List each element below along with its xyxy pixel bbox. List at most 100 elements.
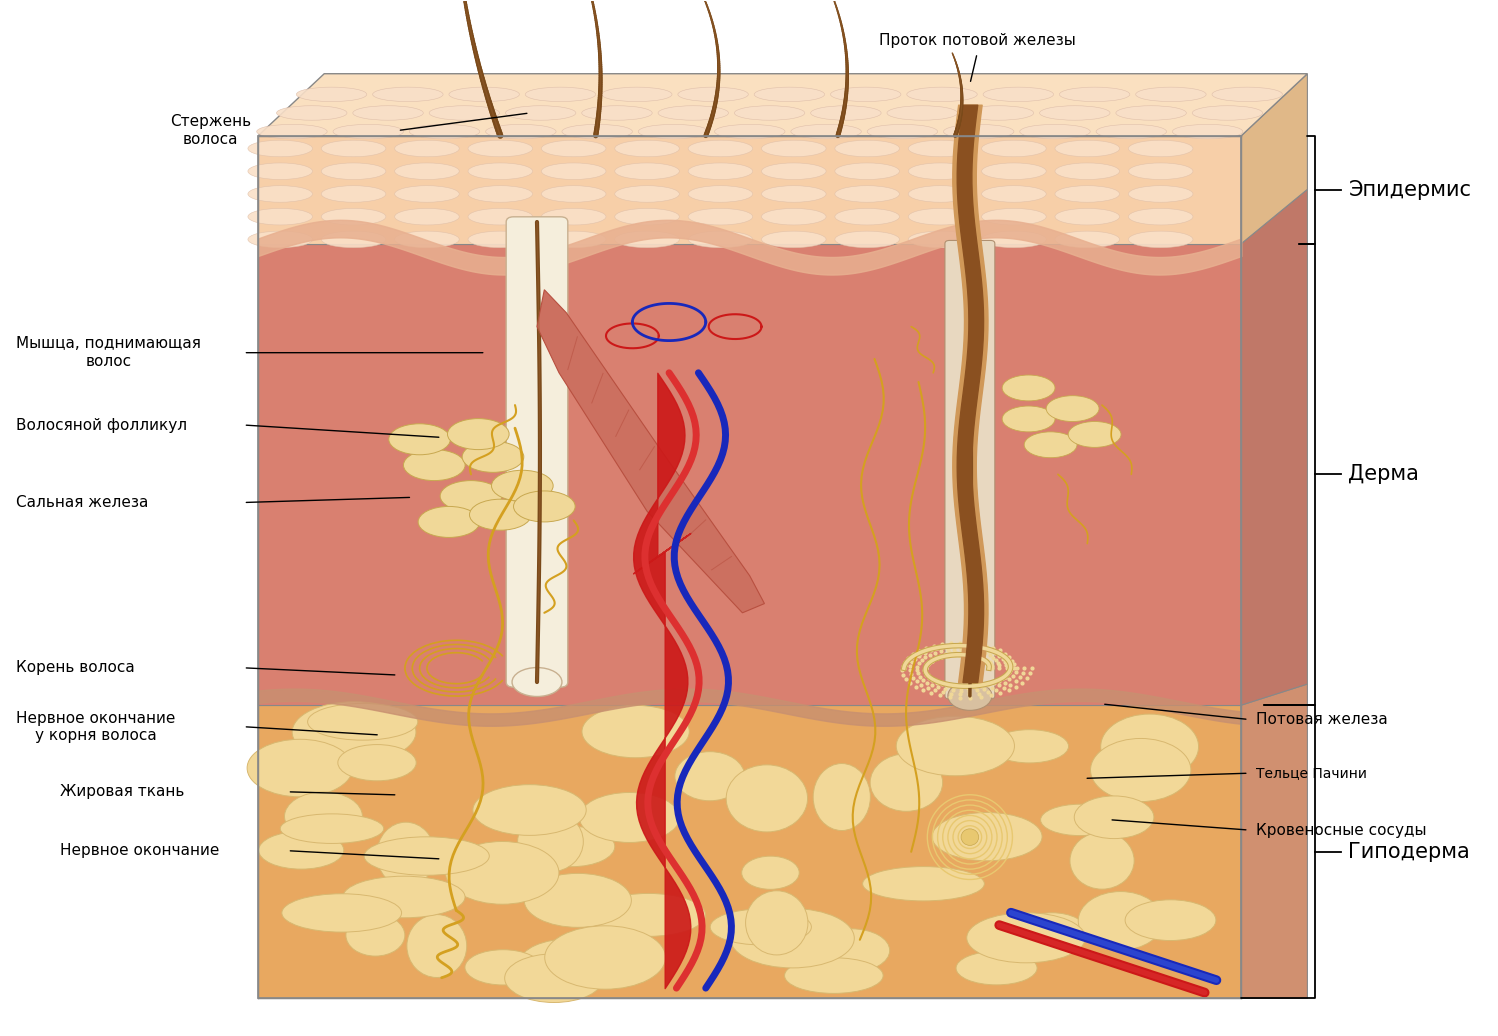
Ellipse shape <box>491 470 553 501</box>
Ellipse shape <box>614 231 679 248</box>
Ellipse shape <box>1074 796 1153 838</box>
Text: Кровеносные сосуды: Кровеносные сосуды <box>1255 823 1426 837</box>
Text: Потовая железа: Потовая железа <box>1255 712 1387 727</box>
Ellipse shape <box>679 87 749 102</box>
Ellipse shape <box>1125 900 1216 941</box>
Ellipse shape <box>364 837 490 875</box>
Ellipse shape <box>834 185 899 202</box>
Ellipse shape <box>834 231 899 248</box>
Ellipse shape <box>409 124 479 139</box>
Ellipse shape <box>343 876 464 918</box>
Ellipse shape <box>394 231 460 248</box>
Ellipse shape <box>333 124 403 139</box>
Ellipse shape <box>753 87 824 102</box>
Ellipse shape <box>1128 231 1192 248</box>
Ellipse shape <box>688 185 752 202</box>
Ellipse shape <box>1040 106 1110 120</box>
Ellipse shape <box>688 163 752 179</box>
Ellipse shape <box>1055 140 1119 156</box>
Polygon shape <box>536 290 764 613</box>
Ellipse shape <box>524 873 631 927</box>
Ellipse shape <box>830 87 900 102</box>
Ellipse shape <box>962 829 978 845</box>
Ellipse shape <box>908 231 972 248</box>
Ellipse shape <box>1212 87 1282 102</box>
Text: Волосяной фолликул: Волосяной фолликул <box>16 418 187 432</box>
Ellipse shape <box>467 231 533 248</box>
Ellipse shape <box>505 954 604 1003</box>
Polygon shape <box>1242 74 1308 243</box>
Ellipse shape <box>734 106 804 120</box>
Ellipse shape <box>321 163 386 179</box>
Ellipse shape <box>580 793 680 842</box>
Ellipse shape <box>1101 714 1198 779</box>
Ellipse shape <box>863 866 984 901</box>
Ellipse shape <box>467 163 533 179</box>
Polygon shape <box>1242 684 1308 999</box>
Ellipse shape <box>277 106 348 120</box>
Ellipse shape <box>394 163 460 179</box>
FancyBboxPatch shape <box>945 240 995 699</box>
Ellipse shape <box>602 87 673 102</box>
Ellipse shape <box>870 754 942 811</box>
Ellipse shape <box>813 929 890 972</box>
Ellipse shape <box>541 163 607 179</box>
Ellipse shape <box>908 163 972 179</box>
Ellipse shape <box>730 909 854 968</box>
Ellipse shape <box>529 827 614 867</box>
Ellipse shape <box>1128 185 1192 202</box>
Ellipse shape <box>464 950 541 985</box>
Ellipse shape <box>810 106 881 120</box>
Text: Нервное окончание
у корня волоса: Нервное окончание у корня волоса <box>16 711 175 743</box>
Ellipse shape <box>966 913 1086 962</box>
Ellipse shape <box>906 87 977 102</box>
Ellipse shape <box>512 667 562 696</box>
Ellipse shape <box>834 208 899 225</box>
Ellipse shape <box>1173 124 1243 139</box>
Ellipse shape <box>1091 739 1191 802</box>
Ellipse shape <box>581 106 652 120</box>
Ellipse shape <box>1097 124 1167 139</box>
Ellipse shape <box>761 185 825 202</box>
Ellipse shape <box>581 706 689 757</box>
Ellipse shape <box>908 208 972 225</box>
Ellipse shape <box>1055 185 1119 202</box>
Text: Нервное окончание: Нервное окончание <box>60 843 220 858</box>
Ellipse shape <box>285 792 363 841</box>
Ellipse shape <box>710 910 812 945</box>
Ellipse shape <box>715 124 785 139</box>
Text: Сальная железа: Сальная железа <box>16 495 148 510</box>
Ellipse shape <box>956 951 1037 985</box>
Ellipse shape <box>282 894 401 932</box>
Ellipse shape <box>1116 106 1186 120</box>
Ellipse shape <box>1068 422 1121 448</box>
Ellipse shape <box>418 507 479 538</box>
Ellipse shape <box>785 957 884 994</box>
Ellipse shape <box>520 939 625 985</box>
Ellipse shape <box>727 765 807 832</box>
Ellipse shape <box>1055 163 1119 179</box>
Ellipse shape <box>1128 208 1192 225</box>
Ellipse shape <box>990 729 1068 762</box>
Ellipse shape <box>467 208 533 225</box>
Ellipse shape <box>813 764 870 831</box>
Ellipse shape <box>389 424 451 455</box>
Ellipse shape <box>473 784 586 835</box>
Ellipse shape <box>761 231 825 248</box>
Ellipse shape <box>688 140 752 156</box>
Ellipse shape <box>1192 106 1263 120</box>
Ellipse shape <box>1135 87 1206 102</box>
Ellipse shape <box>518 811 583 872</box>
Ellipse shape <box>247 740 352 797</box>
Ellipse shape <box>948 682 992 711</box>
Ellipse shape <box>321 208 386 225</box>
Ellipse shape <box>377 823 434 887</box>
Ellipse shape <box>1046 396 1100 422</box>
Ellipse shape <box>491 784 569 834</box>
Ellipse shape <box>688 208 752 225</box>
Ellipse shape <box>887 106 957 120</box>
Text: Мышца, поднимающая
волос: Мышца, поднимающая волос <box>16 337 201 369</box>
Ellipse shape <box>541 208 607 225</box>
Ellipse shape <box>981 185 1046 202</box>
Ellipse shape <box>428 106 499 120</box>
